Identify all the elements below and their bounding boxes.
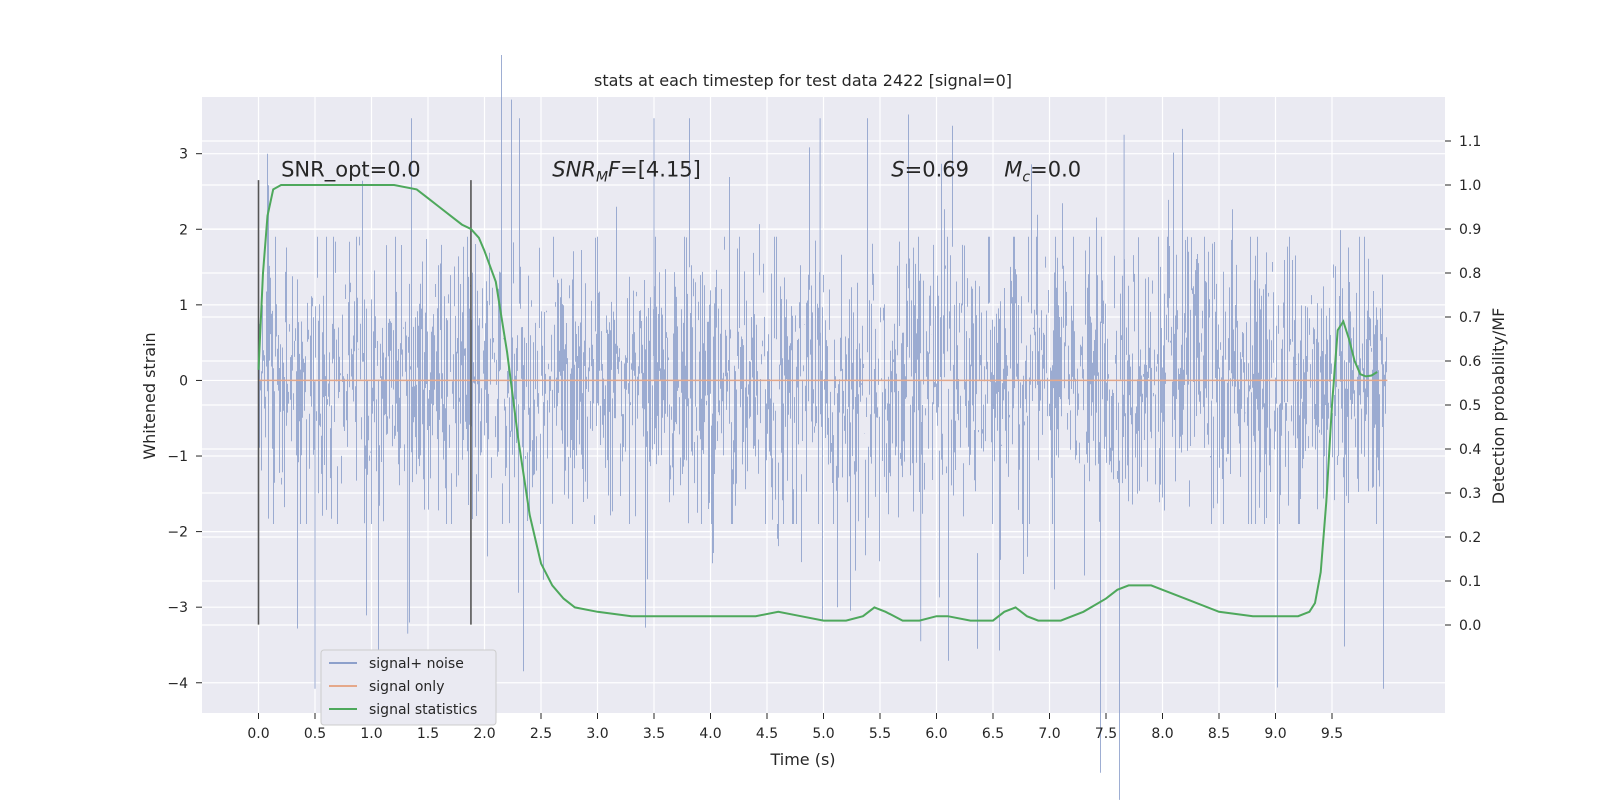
annotation-mc: Mc=0.0 bbox=[1004, 157, 1081, 185]
y2-tick-label: 0.9 bbox=[1459, 222, 1481, 238]
legend-frame bbox=[320, 649, 497, 726]
x-tick-label: 5.5 bbox=[869, 726, 891, 742]
y2-tick-label: 0.0 bbox=[1459, 618, 1481, 634]
y-tick-label: −3 bbox=[167, 600, 188, 616]
x-tick-label: 8.5 bbox=[1208, 726, 1230, 742]
x-tick-label: 4.0 bbox=[699, 726, 721, 742]
x-tick-label: 2.5 bbox=[530, 726, 552, 742]
y-tick-label: 3 bbox=[179, 147, 188, 163]
x-tick-label: 6.0 bbox=[925, 726, 947, 742]
x-axis-ticks: 0.0 0.5 1.0 1.5 2.0 2.5 3.0 3.5 4.0 4.5 5.0 5.5 6.0 6… bbox=[247, 713, 1343, 742]
y2-tick-label: 0.8 bbox=[1459, 266, 1481, 282]
y2-tick-label: 0.2 bbox=[1459, 530, 1481, 546]
left-y-axis-label: Whitened strain bbox=[140, 332, 159, 459]
x-tick-label: 7.0 bbox=[1038, 726, 1060, 742]
legend-label-signal-statistics: signal statistics bbox=[369, 702, 477, 718]
y2-tick-label: 0.1 bbox=[1459, 574, 1481, 590]
annotations: SNR_opt=0.0 SNRMF=[4.15] S=0.69 Mc=0.0 bbox=[281, 157, 1081, 185]
chart-title: stats at each timestep for test data 242… bbox=[594, 71, 1012, 90]
marker-lines bbox=[257, 180, 472, 625]
x-tick-label: 7.5 bbox=[1095, 726, 1117, 742]
y-tick-label: −2 bbox=[167, 525, 188, 541]
y-tick-label: 0 bbox=[179, 373, 188, 389]
x-tick-label: 9.5 bbox=[1321, 726, 1343, 742]
x-tick-label: 1.5 bbox=[417, 726, 439, 742]
x-tick-label: 3.0 bbox=[586, 726, 608, 742]
annotation-s-stat: S=0.69 bbox=[891, 157, 969, 181]
legend: signal+ noise signal only signal statist… bbox=[320, 649, 497, 726]
y2-tick-label: 0.5 bbox=[1459, 398, 1481, 414]
annotation-snr-opt: SNR_opt=0.0 bbox=[281, 157, 421, 182]
x-tick-label: 0.5 bbox=[304, 726, 326, 742]
y2-tick-label: 0.7 bbox=[1459, 310, 1481, 326]
annotation-snr-mf: SNRMF=[4.15] bbox=[552, 157, 701, 185]
y2-tick-label: 0.6 bbox=[1459, 354, 1481, 370]
x-tick-label: 4.5 bbox=[756, 726, 778, 742]
y-tick-label: 2 bbox=[179, 222, 188, 238]
x-tick-label: 3.5 bbox=[643, 726, 665, 742]
y-tick-label: −4 bbox=[167, 676, 188, 692]
left-y-axis-ticks: −4 −3 −2 −1 0 1 2 3 bbox=[167, 147, 202, 692]
legend-label-signal-only: signal only bbox=[369, 679, 444, 695]
x-tick-label: 5.0 bbox=[812, 726, 834, 742]
series-signal-statistics bbox=[257, 184, 1378, 622]
x-tick-label: 6.5 bbox=[982, 726, 1004, 742]
right-y-axis-label: Detection probability/MF bbox=[1489, 308, 1508, 505]
y2-tick-label: 0.3 bbox=[1459, 486, 1481, 502]
y-tick-label: 1 bbox=[179, 298, 188, 314]
x-tick-label: 0.0 bbox=[247, 726, 269, 742]
x-tick-label: 9.0 bbox=[1264, 726, 1286, 742]
y2-tick-label: 1.1 bbox=[1459, 134, 1481, 150]
y2-tick-label: 0.4 bbox=[1459, 442, 1481, 458]
x-tick-label: 2.0 bbox=[473, 726, 495, 742]
legend-label-signal-noise: signal+ noise bbox=[369, 656, 464, 672]
y2-tick-label: 1.0 bbox=[1459, 178, 1481, 194]
right-y-axis-ticks: 0.0 0.1 0.2 0.3 0.4 0.5 0.6 0.7 0.8 0.9 1.0 1.1 bbox=[1445, 134, 1481, 634]
x-tick-label: 8.0 bbox=[1151, 726, 1173, 742]
x-axis-label: Time (s) bbox=[769, 750, 835, 769]
y-tick-label: −1 bbox=[167, 449, 188, 465]
x-tick-label: 1.0 bbox=[360, 726, 382, 742]
